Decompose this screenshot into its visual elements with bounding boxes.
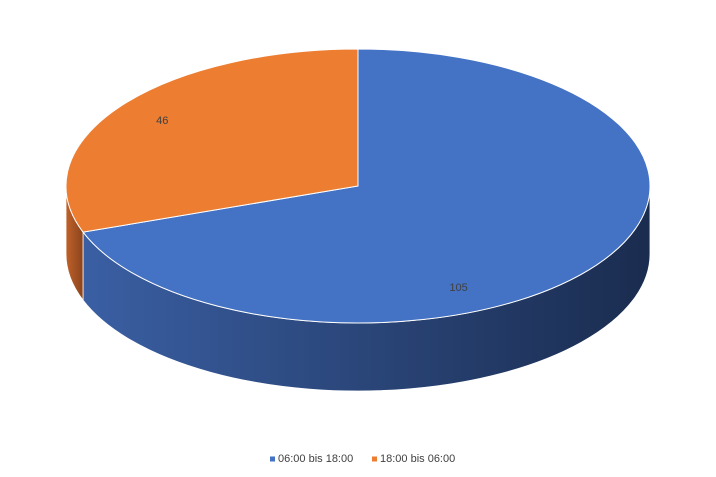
legend-label: 18:00 bis 06:00 <box>380 453 455 465</box>
legend-marker <box>270 456 275 462</box>
legend-label: 06:00 bis 18:00 <box>278 453 353 465</box>
legend-marker <box>372 456 377 462</box>
slice <box>65 48 359 233</box>
slice <box>82 48 651 324</box>
data-label: 46 <box>156 115 168 127</box>
data-label: 105 <box>449 282 467 294</box>
